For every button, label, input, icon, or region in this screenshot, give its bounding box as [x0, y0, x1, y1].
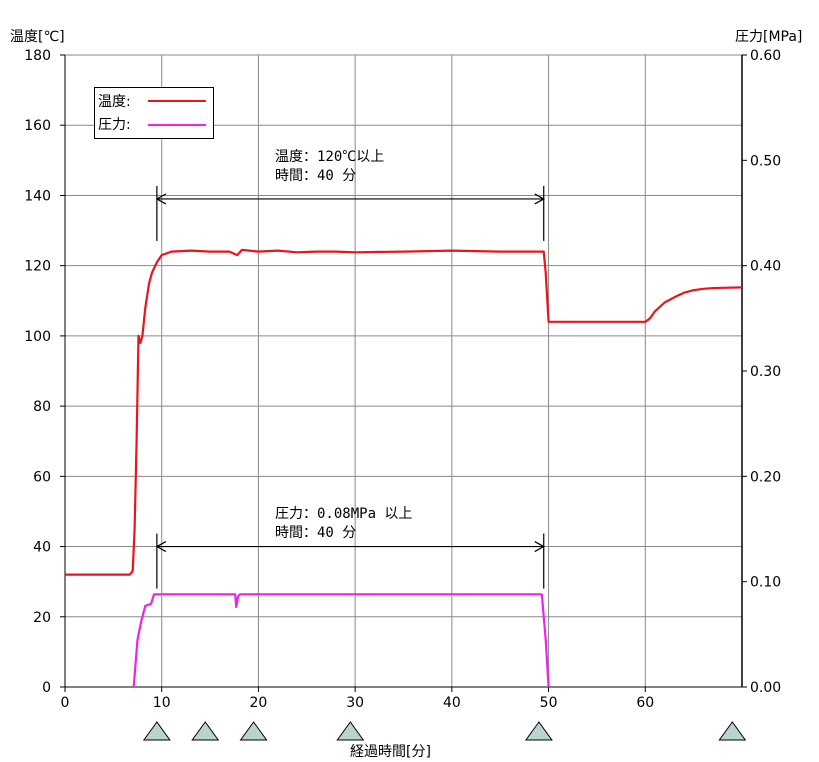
triangle-marker [239, 721, 268, 741]
arrow-head-right [534, 193, 545, 205]
x-markers [142, 721, 747, 741]
x-tick-label: 30 [346, 695, 364, 711]
pressure-line [132, 593, 550, 688]
legend-label-pressure: 圧力: [98, 117, 131, 133]
y-left-tick-label: 20 [33, 610, 51, 626]
tick-labels: 0 10 20 30 40 50 60 0 20 40 60 80 100 120 140 160 180 0.0… [24, 48, 781, 711]
legend: 温度: 圧力: [94, 87, 214, 139]
x-tick-label: 40 [443, 695, 461, 711]
arrow-head-left [155, 541, 167, 553]
legend-swatch-pressure [148, 124, 206, 126]
x-tick-label: 10 [153, 695, 171, 711]
triangle-marker [336, 721, 365, 741]
y-left-tick-label: 100 [24, 329, 51, 345]
annotation-temperature-line2: 時間：40 分 [275, 168, 357, 184]
annotation-arrows [155, 185, 545, 589]
arrow-head-right [534, 541, 545, 553]
y-left-tick-label: 160 [24, 118, 51, 134]
y-right-tick-label: 0.00 [750, 680, 781, 696]
y-right-tick-label: 0.10 [750, 575, 781, 591]
y-right-tick-label: 0.30 [750, 364, 781, 380]
triangle-marker [142, 721, 171, 741]
annotation-pressure-line1: 圧力：0.08MPa 以上 [275, 506, 413, 522]
x-tick-label: 50 [540, 695, 558, 711]
annotation-temperature: 温度：120℃以上 時間：40 分 [275, 148, 384, 186]
annotation-pressure-line2: 時間：40 分 [275, 525, 357, 541]
triangle-marker [524, 721, 553, 741]
plot-frame [64, 54, 743, 688]
y-left-tick-label: 40 [33, 540, 51, 556]
triangle-marker [718, 721, 747, 741]
x-tick-label: 0 [61, 695, 70, 711]
y-right-tick-label: 0.50 [750, 153, 781, 169]
triangle-marker [191, 721, 220, 741]
y-left-tick-label: 0 [42, 680, 51, 696]
x-tick-label: 60 [636, 695, 654, 711]
axes [60, 54, 747, 692]
legend-label-temperature: 温度: [98, 94, 131, 110]
grid-lines [64, 54, 743, 688]
y-right-tick-label: 0.60 [750, 48, 781, 64]
x-axis-title: 経過時間[分] [350, 744, 431, 760]
right-axis-title: 圧力[MPa] [735, 29, 803, 45]
temperature-line [65, 248, 743, 576]
annotation-temperature-line1: 温度：120℃以上 [275, 149, 385, 165]
y-left-tick-label: 60 [33, 469, 51, 485]
y-left-tick-label: 180 [24, 48, 51, 64]
y-right-tick-label: 0.40 [750, 259, 781, 275]
legend-swatch-temperature [148, 100, 206, 102]
series-lines [65, 248, 743, 688]
y-left-tick-label: 120 [24, 259, 51, 275]
y-right-tick-label: 0.20 [750, 469, 781, 485]
annotation-pressure: 圧力：0.08MPa 以上 時間：40 分 [275, 505, 412, 543]
left-axis-title: 温度[℃] [10, 29, 65, 45]
x-tick-label: 20 [250, 695, 268, 711]
arrow-head-left [155, 193, 167, 205]
y-left-tick-label: 80 [33, 399, 51, 415]
y-left-tick-label: 140 [24, 188, 51, 204]
